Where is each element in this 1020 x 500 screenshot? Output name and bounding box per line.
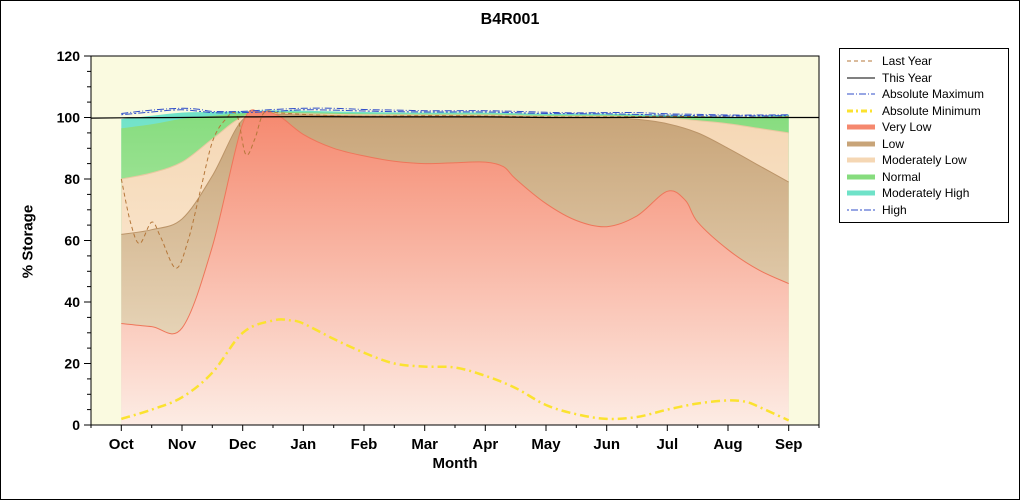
legend-item-label: This Year bbox=[882, 70, 933, 85]
y-tick-label: 40 bbox=[64, 294, 80, 310]
x-tick-label: Apr bbox=[472, 436, 498, 453]
legend-item-label: Moderately Low bbox=[882, 153, 967, 168]
band-edge-very-low bbox=[121, 109, 789, 335]
x-tick-label: Jun bbox=[593, 436, 620, 453]
band-edge-low bbox=[121, 112, 789, 235]
y-tick-label: 20 bbox=[64, 356, 80, 372]
legend-item-label: High bbox=[882, 202, 907, 217]
legend-item-normal: Normal bbox=[846, 169, 1002, 186]
x-tick-label: Oct bbox=[109, 436, 134, 453]
legend-item-last-year: Last Year bbox=[846, 53, 1002, 70]
legend: Last Year This Year Absolute Maximum Absolu… bbox=[839, 48, 1009, 223]
plot-area bbox=[91, 107, 819, 425]
legend-item-low: Low bbox=[846, 136, 1002, 153]
y-axis-title: % Storage bbox=[19, 204, 37, 279]
legend-swatch-moderately-low bbox=[847, 157, 875, 163]
legend-swatch-this-year bbox=[847, 77, 875, 79]
legend-swatch-moderately-high bbox=[847, 190, 875, 196]
y-tick-label: 60 bbox=[64, 233, 80, 249]
x-tick-label: Jul bbox=[656, 436, 678, 453]
y-tick-label: 120 bbox=[57, 48, 81, 64]
x-tick-label: Mar bbox=[411, 436, 438, 453]
legend-item-label: Normal bbox=[882, 169, 921, 184]
x-axis-title: Month bbox=[432, 455, 478, 472]
line-high bbox=[121, 109, 789, 117]
line-absolute-minimum bbox=[120, 318, 790, 422]
legend-item-this-year: This Year bbox=[846, 70, 1002, 87]
y-tick-label: 100 bbox=[57, 110, 81, 126]
legend-item-label: Very Low bbox=[882, 120, 932, 135]
band-edge-moderately-low bbox=[121, 112, 789, 180]
line-absolute-maximum bbox=[121, 107, 789, 116]
y-tick-label: 80 bbox=[64, 171, 80, 187]
y-tick-label: 0 bbox=[72, 417, 80, 433]
chart-title: B4R001 bbox=[480, 11, 540, 28]
legend-swatch-normal bbox=[847, 174, 875, 180]
legend-item-moderately-high: Moderately High bbox=[846, 185, 1002, 202]
legend-swatch-last-year bbox=[847, 60, 875, 62]
line-last-year bbox=[120, 110, 789, 269]
x-tick-label: Nov bbox=[168, 436, 197, 453]
line-this-year bbox=[91, 115, 819, 119]
x-tick-label: Sep bbox=[775, 436, 803, 453]
x-tick-label: May bbox=[531, 436, 561, 453]
x-tick-label: Dec bbox=[229, 436, 257, 453]
legend-item-label: Last Year bbox=[882, 54, 933, 69]
legend-item-label: Low bbox=[882, 136, 905, 151]
legend-swatch-very-low bbox=[847, 124, 875, 130]
legend-item-absolute-maximum: Absolute Maximum bbox=[846, 86, 1002, 103]
legend-swatch-low bbox=[847, 141, 875, 147]
x-tick-label: Feb bbox=[351, 436, 378, 453]
legend-item-absolute-minimum: Absolute Minimum bbox=[846, 103, 1002, 120]
legend-item-label: Moderately High bbox=[882, 186, 970, 201]
legend-item-moderately-low: Moderately Low bbox=[846, 152, 1002, 169]
y-axis: 0 20 40 60 80 100 120 bbox=[57, 48, 91, 433]
legend-swatch-high bbox=[847, 209, 875, 211]
legend-item-very-low: Very Low bbox=[846, 119, 1002, 136]
legend-swatch-absolute-minimum bbox=[847, 109, 875, 113]
legend-swatch-absolute-maximum bbox=[847, 93, 875, 95]
legend-item-label: Absolute Maximum bbox=[882, 87, 985, 102]
legend-item-label: Absolute Minimum bbox=[882, 103, 981, 118]
x-tick-label: Aug bbox=[713, 436, 742, 453]
x-tick-label: Jan bbox=[290, 436, 316, 453]
band-very-low bbox=[121, 109, 789, 425]
x-axis: Oct Nov Dec Jan Feb Mar Apr May Jun Jul Aug Sep bbox=[90, 425, 820, 453]
legend-item-high: High bbox=[846, 202, 1002, 219]
